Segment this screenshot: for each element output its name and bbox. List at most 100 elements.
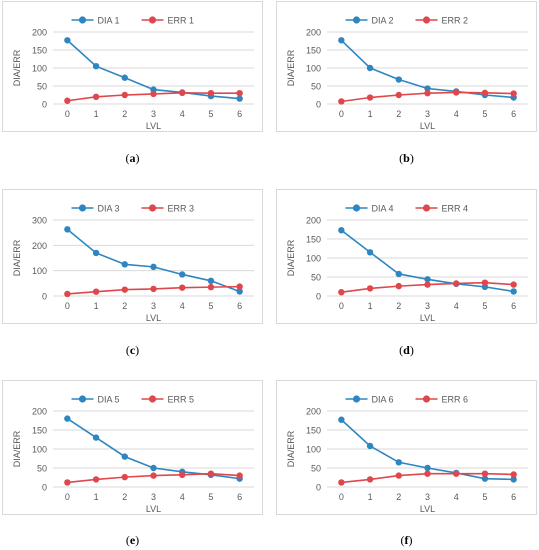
legend-marker bbox=[422, 16, 431, 24]
data-point bbox=[92, 434, 100, 441]
y-tick-label: 0 bbox=[316, 100, 321, 110]
legend-marker bbox=[352, 204, 361, 212]
x-tick-label: 5 bbox=[482, 301, 487, 311]
x-tick-label: 1 bbox=[94, 301, 99, 311]
legend-label: DIA 3 bbox=[98, 204, 120, 214]
data-point bbox=[64, 37, 71, 44]
y-axis-title: DIA/ERR bbox=[12, 239, 22, 276]
x-axis-title: LVL bbox=[146, 313, 161, 323]
y-tick-label: 0 bbox=[316, 483, 321, 493]
line-chart: 0 50 100 150 200 0 1 2 3 4 5 6 LVL DIA/ERR DIA 6 ERR 6 bbox=[286, 395, 528, 514]
data-point bbox=[453, 280, 460, 287]
data-point bbox=[424, 464, 431, 472]
data-point bbox=[236, 288, 243, 295]
line-chart: 0 50 100 150 200 0 1 2 3 4 5 6 LVL DIA/ERR DIA 1 ERR 1 bbox=[12, 16, 254, 131]
panel-letter: a bbox=[129, 151, 136, 165]
legend-label: ERR 6 bbox=[442, 395, 469, 405]
x-axis-title: LVL bbox=[420, 121, 435, 131]
data-point bbox=[179, 89, 186, 97]
data-point bbox=[395, 472, 402, 479]
data-point bbox=[92, 249, 100, 257]
data-point bbox=[395, 282, 402, 290]
y-tick-label: 0 bbox=[42, 292, 47, 302]
y-tick-label: 150 bbox=[306, 46, 321, 56]
chart-frame: 0 50 100 150 200 0 1 2 3 4 5 6 LVL DIA/ERR DIA 6 ERR 6 bbox=[276, 380, 537, 515]
data-point bbox=[236, 90, 243, 97]
y-axis-title: DIA/ERR bbox=[12, 49, 22, 86]
data-point bbox=[424, 90, 431, 97]
legend-label: ERR 1 bbox=[168, 16, 195, 26]
x-tick-label: 3 bbox=[151, 301, 156, 311]
data-point bbox=[424, 470, 431, 477]
y-axis-title: DIA/ERR bbox=[286, 239, 296, 276]
data-point bbox=[121, 91, 128, 99]
data-point bbox=[453, 470, 460, 477]
x-tick-label: 1 bbox=[368, 301, 373, 311]
legend-marker bbox=[148, 204, 157, 212]
legend-marker bbox=[78, 395, 87, 403]
line-chart: 0 100 200 300 0 1 2 3 4 5 6 LVL DIA/ERR DIA 3 ERR 3 bbox=[12, 204, 254, 323]
legend-label: ERR 5 bbox=[168, 395, 195, 405]
y-tick-label: 200 bbox=[32, 28, 47, 38]
data-point bbox=[366, 442, 374, 450]
data-point bbox=[481, 279, 489, 286]
data-point bbox=[207, 283, 215, 291]
x-tick-label: 3 bbox=[151, 492, 156, 502]
y-tick-label: 50 bbox=[311, 82, 321, 92]
y-axis-title: DIA/ERR bbox=[286, 49, 296, 86]
x-tick-label: 4 bbox=[454, 109, 459, 119]
x-tick-label: 4 bbox=[180, 301, 185, 311]
y-tick-label: 50 bbox=[311, 464, 321, 474]
chart-frame: 0 50 100 150 200 0 1 2 3 4 5 6 LVL DIA/ERR DIA 2 ERR 2 bbox=[276, 1, 537, 132]
x-axis-title: LVL bbox=[146, 504, 161, 514]
x-tick-label: 5 bbox=[208, 492, 213, 502]
data-point bbox=[510, 471, 517, 478]
line-chart: 0 50 100 150 200 0 1 2 3 4 5 6 LVL DIA/ERR DIA 4 ERR 4 bbox=[286, 204, 528, 323]
data-point bbox=[150, 90, 157, 98]
chart-frame: 0 50 100 150 200 0 1 2 3 4 5 6 LVL DIA/ERR DIA 1 ERR 1 bbox=[2, 1, 263, 132]
data-point bbox=[121, 286, 128, 293]
data-point bbox=[92, 476, 100, 483]
x-tick-label: 3 bbox=[425, 492, 430, 502]
data-point bbox=[179, 284, 186, 291]
data-point bbox=[510, 90, 517, 97]
x-tick-label: 0 bbox=[339, 301, 344, 311]
data-point bbox=[207, 470, 215, 477]
x-tick-label: 6 bbox=[511, 301, 516, 311]
data-point bbox=[64, 415, 71, 422]
data-point bbox=[207, 277, 215, 284]
y-tick-label: 0 bbox=[316, 292, 321, 302]
y-axis-title: DIA/ERR bbox=[286, 430, 296, 467]
data-point bbox=[150, 464, 157, 472]
x-axis-title: LVL bbox=[420, 313, 435, 323]
y-tick-label: 100 bbox=[306, 64, 321, 74]
legend-marker bbox=[148, 395, 157, 403]
y-tick-label: 100 bbox=[32, 445, 47, 455]
data-point bbox=[121, 453, 128, 460]
data-point bbox=[121, 74, 128, 81]
panel-caption: (d) bbox=[399, 343, 414, 357]
data-point bbox=[481, 475, 489, 482]
x-tick-label: 6 bbox=[237, 301, 242, 311]
x-tick-label: 0 bbox=[65, 492, 70, 502]
line-chart: 0 50 100 150 200 0 1 2 3 4 5 6 LVL DIA/ERR DIA 2 ERR 2 bbox=[286, 16, 528, 131]
x-tick-label: 4 bbox=[454, 301, 459, 311]
x-tick-label: 6 bbox=[237, 492, 242, 502]
legend-label: ERR 2 bbox=[442, 16, 469, 26]
data-point bbox=[236, 283, 243, 290]
data-point bbox=[366, 285, 374, 292]
x-tick-label: 2 bbox=[122, 492, 127, 502]
y-tick-label: 200 bbox=[306, 28, 321, 38]
data-point bbox=[424, 276, 431, 283]
data-point bbox=[64, 97, 71, 104]
data-point bbox=[510, 288, 517, 295]
x-tick-label: 2 bbox=[396, 492, 401, 502]
x-tick-label: 0 bbox=[65, 301, 70, 311]
panel-caption: (a) bbox=[125, 151, 140, 165]
y-tick-label: 0 bbox=[42, 100, 47, 110]
data-point bbox=[121, 473, 128, 481]
data-point bbox=[207, 90, 215, 97]
data-point bbox=[64, 290, 71, 298]
x-tick-label: 2 bbox=[396, 109, 401, 119]
